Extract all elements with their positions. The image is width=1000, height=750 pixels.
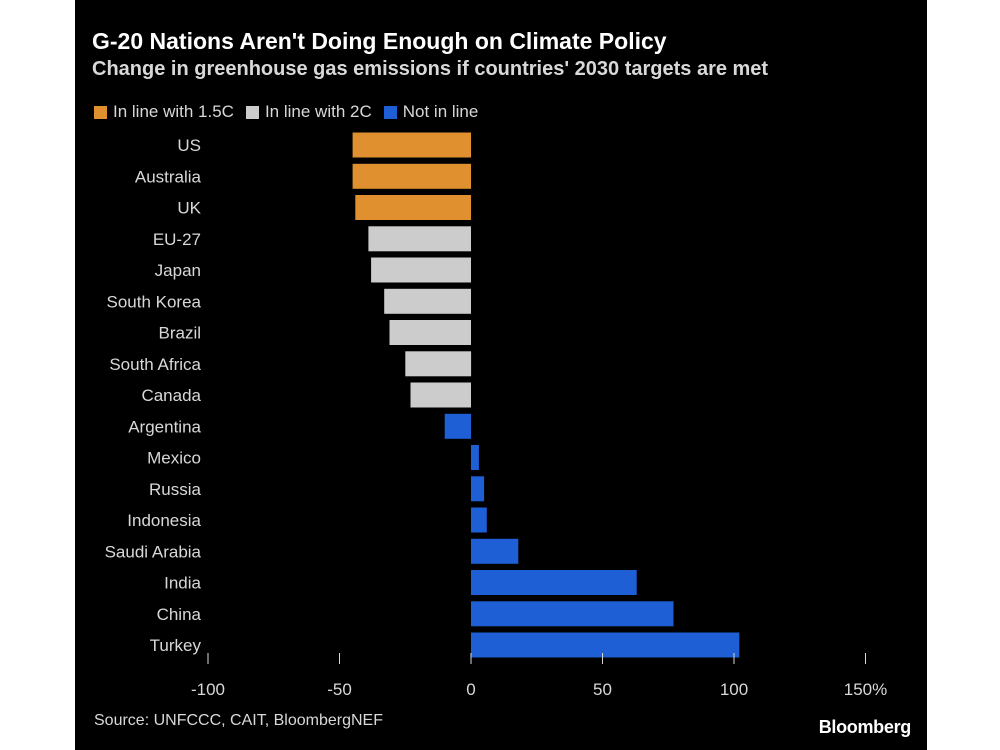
category-label: Japan — [155, 261, 201, 280]
legend: In line with 1.5C In line with 2C Not in l… — [94, 101, 478, 123]
x-tick-label: -50 — [327, 680, 352, 699]
category-label: Argentina — [128, 417, 201, 436]
bar-eu-27 — [368, 226, 471, 252]
bloomberg-logo: Bloomberg — [818, 717, 912, 737]
bar-russia — [471, 476, 485, 502]
category-label: Indonesia — [127, 511, 201, 530]
bar-mexico — [471, 445, 479, 470]
legend-label-not: Not in line — [402, 102, 479, 121]
legend-label-2c: In line with 2C — [264, 102, 372, 121]
bar-south-africa — [405, 351, 472, 377]
bar-uk — [355, 195, 471, 220]
x-tick-label: 100 — [720, 680, 748, 699]
category-label: Russia — [149, 480, 202, 499]
category-label: Australia — [135, 167, 202, 186]
category-label: Mexico — [147, 449, 201, 468]
bar-argentina — [444, 413, 471, 439]
bar-japan — [371, 257, 471, 283]
bar-india — [471, 570, 637, 595]
legend-item-2c: In line with 2C — [245, 102, 372, 122]
category-label: Canada — [141, 386, 201, 405]
category-label: Saudi Arabia — [105, 542, 202, 561]
bar-turkey — [471, 632, 740, 658]
x-tick-label: 150% — [844, 680, 887, 699]
x-tick-label: 0 — [466, 680, 475, 699]
chart-frame: G-20 Nations Aren't Doing Enough on Clim… — [75, 0, 927, 750]
legend-swatch-1.5c — [94, 105, 107, 119]
legend-label-1.5c: In line with 1.5C — [113, 102, 234, 121]
bar-chart: US Australia UK EU-27 Japan South Korea Brazil… — [105, 132, 887, 699]
category-label: China — [157, 605, 202, 624]
category-label: South Korea — [106, 292, 201, 311]
legend-swatch-not — [383, 105, 397, 119]
bar-australia — [352, 163, 471, 189]
x-tick-label: -100 — [191, 680, 225, 699]
legend-item-not: Not in line — [383, 102, 479, 122]
bar-brazil — [389, 320, 471, 345]
bar-saudi-arabia — [471, 538, 519, 564]
category-label: India — [164, 574, 201, 593]
legend-swatch-2c — [245, 105, 259, 119]
category-label: Brazil — [158, 324, 201, 343]
bar-us — [352, 132, 471, 158]
category-label: Turkey — [150, 636, 202, 655]
chart-subtitle: Change in greenhouse gas emissions if co… — [92, 58, 769, 80]
source-note: Source: UNFCCC, CAIT, BloombergNEF — [94, 712, 383, 729]
bar-indonesia — [471, 507, 487, 533]
bar-south-korea — [384, 288, 471, 314]
chart-title: G-20 Nations Aren't Doing Enough on Clim… — [92, 28, 667, 54]
x-tick-label: 50 — [593, 680, 612, 699]
category-label: EU-27 — [153, 230, 201, 249]
category-label: US — [177, 136, 201, 155]
legend-item-1.5c: In line with 1.5C — [94, 102, 234, 122]
category-label: UK — [177, 199, 201, 218]
bar-canada — [410, 382, 471, 408]
bar-china — [471, 601, 674, 627]
category-label: South Africa — [109, 355, 201, 374]
